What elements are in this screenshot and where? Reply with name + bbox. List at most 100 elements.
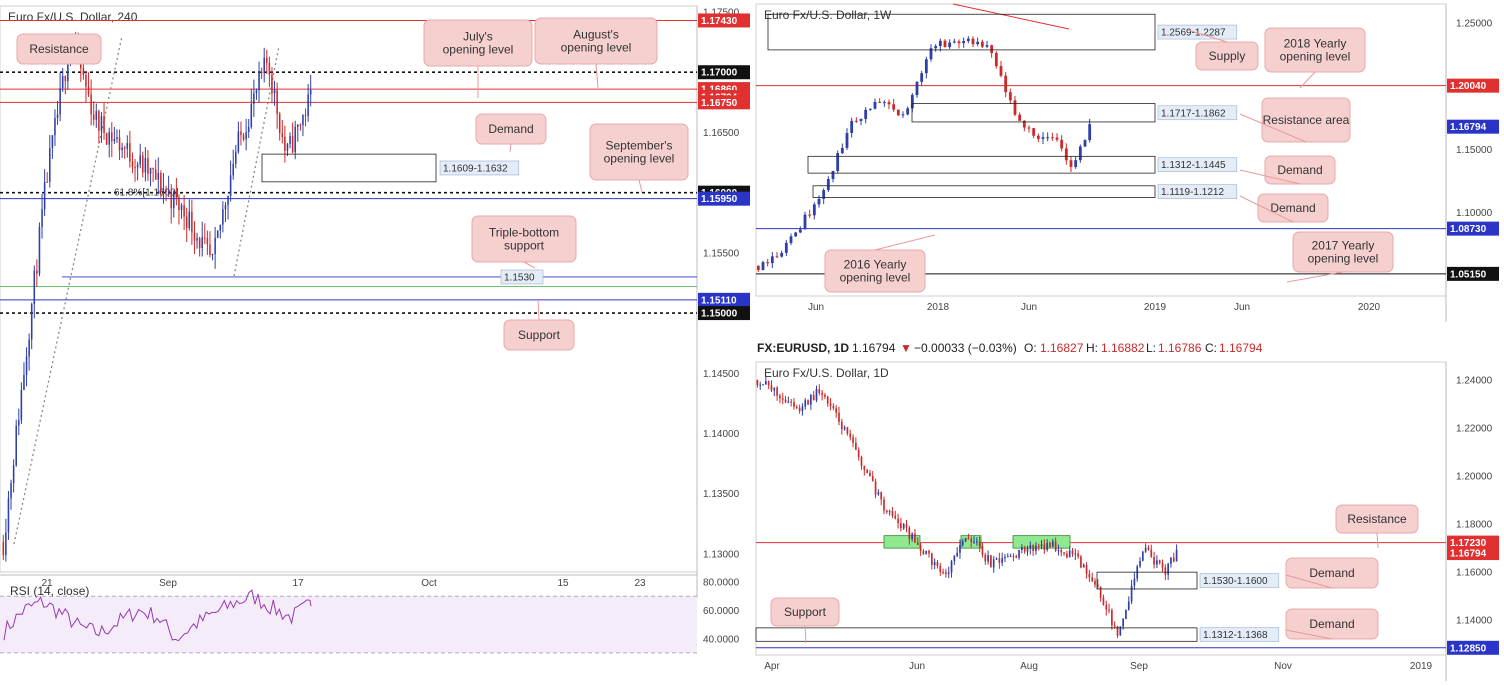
h4-candle-body [56,114,59,118]
h4-candle-body [266,57,268,63]
d1-callout-text: Support [784,605,827,619]
h4-candle-body [250,103,253,128]
d1-candle-body [880,492,883,500]
h4-candle-body [219,224,222,231]
h4-candle-body [286,144,289,151]
h4-candle-body [304,115,307,117]
d1-candle-body [1116,626,1119,636]
d1-candle-body [863,466,866,470]
h4-candle-body [289,136,291,145]
d1-candle-body [1167,563,1169,575]
w1-y-tick-label: 1.25000 [1456,18,1493,29]
header-high-label: H: [1086,341,1098,355]
d1-candle-body [1172,557,1175,562]
d1-candle-body [798,408,801,412]
h4-price-tag-bg [698,191,750,206]
d1-candle-body [838,412,840,422]
d1-candle-body [1068,550,1071,558]
h4-zone-label-bg [439,160,520,176]
h4-callout-text: support [504,239,545,253]
w1-candle-body [826,179,830,191]
w1-price-tag: 1.20040 [1450,81,1487,92]
d1-candle-body [1009,555,1012,557]
d1-candle-body [981,546,984,555]
d1-candle-body [891,511,894,516]
d1-candle-body [976,541,978,543]
header-close-label: C: [1205,341,1217,355]
d1-candle-body [1091,577,1094,581]
h4-candle-body [25,356,28,375]
h4-price-tag-bg [698,95,750,110]
d1-candle-body [1082,564,1085,568]
w1-candle-body [840,147,844,154]
d1-candle-body [964,538,967,542]
d1-candle-body [883,499,885,511]
d1-callout-pointer [1376,532,1379,549]
d1-candle-body [888,511,891,513]
h4-candle-body [90,94,92,115]
d1-candle-body [900,523,902,529]
h4-callout-text: July's [463,30,493,44]
w1-zone-label-bg [1157,184,1238,199]
d1-candle-body [807,400,809,405]
h4-candle-body [229,175,232,196]
d1-candle-body [998,558,1001,563]
d1-candle-body [855,442,857,450]
h4-candle-body [87,86,90,95]
h4-candle-body [147,158,149,174]
d1-candle-body [869,472,871,477]
w1-candle-body [812,204,816,216]
w1-x-tick-label: 2018 [927,302,950,313]
h4-candle-body [162,188,165,192]
w1-candle-body [990,45,994,53]
h4-candle-body [18,420,20,426]
rsi-band [0,596,697,653]
w1-candle-body [780,252,784,257]
rsi-y-tick-label: 60.0000 [703,606,740,617]
d1-candle-body [835,408,838,413]
w1-candle-body [966,38,970,42]
d1-candle-body [987,555,989,562]
h4-y-tick-label: 1.14000 [703,429,740,440]
d1-candle-body [1054,541,1057,551]
w1-candle-body [915,81,919,95]
w1-zone-label-bg [1157,157,1238,173]
d1-candle-body [990,555,992,568]
w1-callout-text: Supply [1209,49,1246,63]
d1-candle-body [812,394,815,401]
d1-candle-body [784,399,787,403]
d1-candle-body [810,394,812,405]
w1-zone-label: 1.2569-1.2287 [1161,28,1226,39]
header-high: 1.16882 [1101,341,1145,355]
h4-candle-body [198,238,201,249]
h4-candle-body [121,147,123,151]
d1-y-tick-label: 1.24000 [1456,376,1493,387]
h4-candle-body [242,135,245,140]
w1-callout-text: opening level [1308,252,1379,266]
h4-candle-body [116,137,118,140]
h4-x-tick-label: 23 [634,578,646,589]
w1-candle-body [817,198,821,205]
w1-callout-text: Demand [1277,163,1322,177]
w1-x-tick-label: 2020 [1358,302,1381,313]
w1-candle-body [971,38,975,45]
w1-candle-body [784,242,788,253]
d1-price-tag: 1.17230 [1450,538,1487,549]
d1-candle-body [790,401,793,403]
h4-candle-body [54,117,56,136]
d1-x-tick-label: Apr [764,661,780,672]
h4-candle-body [309,90,312,95]
h4-candle-body [12,465,15,484]
d1-candle-body [826,396,829,404]
h4-candle-body [82,68,85,75]
d1-candle-body [1071,550,1074,555]
d1-callout-pointer [804,625,807,644]
d1-callout-text: Demand [1309,566,1354,580]
h4-candle-body [253,93,255,104]
w1-candle-body [901,114,905,116]
h4-candle-body [118,137,121,151]
h4-candle-body [224,205,227,210]
d1-candle-body [846,427,849,434]
h4-candle-body [255,90,258,94]
header-last-price: 1.16794 [852,341,896,355]
